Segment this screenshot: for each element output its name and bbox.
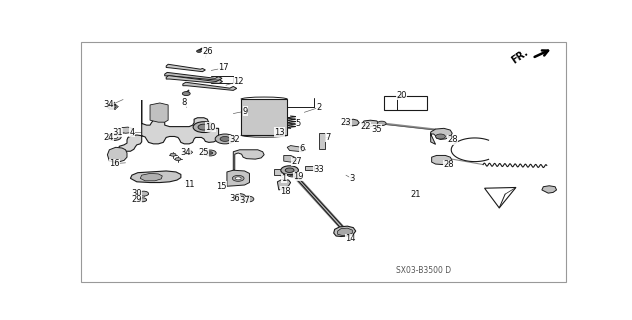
Polygon shape	[130, 171, 181, 182]
Text: 31: 31	[112, 128, 123, 137]
Text: 12: 12	[233, 77, 243, 86]
Text: 10: 10	[205, 123, 216, 132]
Bar	[274, 169, 286, 175]
Polygon shape	[287, 146, 305, 152]
Polygon shape	[277, 179, 291, 190]
Text: 37: 37	[239, 196, 250, 205]
Text: 35: 35	[372, 124, 382, 133]
Circle shape	[281, 166, 298, 175]
Text: 26: 26	[202, 47, 212, 56]
Circle shape	[175, 158, 181, 161]
Polygon shape	[337, 228, 352, 236]
Circle shape	[170, 153, 176, 156]
Polygon shape	[233, 150, 264, 172]
Text: 11: 11	[184, 180, 195, 189]
Circle shape	[235, 177, 241, 180]
Circle shape	[208, 152, 213, 154]
Bar	[319, 133, 325, 149]
Text: 29: 29	[131, 195, 142, 204]
Text: 1: 1	[281, 174, 286, 183]
Polygon shape	[542, 186, 557, 193]
Circle shape	[197, 50, 202, 52]
Bar	[241, 99, 287, 135]
Polygon shape	[150, 103, 168, 122]
Text: FR.: FR.	[509, 48, 530, 66]
Text: 20: 20	[396, 91, 406, 100]
Circle shape	[183, 92, 190, 96]
Text: 6: 6	[299, 144, 305, 153]
Text: 18: 18	[281, 187, 291, 196]
Text: 15: 15	[216, 182, 226, 191]
Circle shape	[185, 151, 191, 154]
Polygon shape	[227, 170, 250, 186]
Circle shape	[108, 105, 116, 108]
Circle shape	[198, 124, 210, 130]
Text: 13: 13	[274, 128, 285, 137]
Polygon shape	[165, 72, 222, 80]
Polygon shape	[430, 128, 453, 144]
Text: 24: 24	[103, 133, 114, 142]
Circle shape	[285, 168, 294, 172]
Text: 33: 33	[313, 165, 324, 174]
Text: 30: 30	[131, 189, 142, 198]
Polygon shape	[183, 82, 237, 90]
Text: 17: 17	[218, 63, 229, 72]
Circle shape	[139, 198, 147, 202]
Circle shape	[242, 196, 254, 202]
Text: 32: 32	[229, 135, 240, 144]
Text: 34: 34	[181, 148, 191, 157]
Circle shape	[204, 150, 216, 156]
Bar	[384, 96, 427, 110]
Text: 36: 36	[229, 194, 240, 203]
Circle shape	[234, 194, 246, 200]
Text: 25: 25	[198, 148, 209, 157]
Circle shape	[220, 136, 230, 141]
Text: 7: 7	[325, 133, 331, 142]
Bar	[305, 166, 314, 170]
Circle shape	[289, 173, 295, 176]
Text: SX03-B3500 D: SX03-B3500 D	[396, 266, 451, 275]
Polygon shape	[119, 100, 219, 151]
Text: 14: 14	[346, 234, 356, 243]
Text: 34: 34	[103, 100, 114, 109]
Text: 5: 5	[296, 119, 301, 128]
Circle shape	[193, 122, 215, 132]
Circle shape	[139, 191, 149, 196]
Text: 19: 19	[293, 172, 304, 181]
Circle shape	[377, 121, 386, 126]
Text: 8: 8	[181, 98, 187, 107]
Polygon shape	[284, 156, 295, 162]
Polygon shape	[166, 76, 222, 84]
Text: 3: 3	[349, 174, 355, 183]
Text: 28: 28	[444, 160, 454, 169]
Text: 4: 4	[130, 128, 135, 137]
Polygon shape	[166, 64, 205, 72]
Polygon shape	[122, 127, 132, 133]
Polygon shape	[432, 156, 453, 164]
Circle shape	[233, 175, 244, 181]
Text: 21: 21	[411, 190, 422, 199]
Circle shape	[107, 133, 121, 140]
Circle shape	[111, 135, 118, 139]
Circle shape	[215, 134, 234, 144]
Circle shape	[435, 134, 446, 139]
Polygon shape	[362, 120, 379, 127]
Polygon shape	[140, 173, 162, 181]
Text: 16: 16	[109, 159, 119, 168]
Text: 9: 9	[243, 107, 248, 116]
Text: 28: 28	[447, 135, 458, 144]
Circle shape	[287, 172, 297, 177]
Text: 22: 22	[360, 122, 371, 131]
Text: 23: 23	[341, 118, 351, 127]
Polygon shape	[346, 119, 359, 126]
Polygon shape	[334, 226, 356, 236]
Polygon shape	[107, 147, 127, 162]
Text: 2: 2	[317, 103, 322, 112]
Text: 27: 27	[291, 157, 302, 166]
